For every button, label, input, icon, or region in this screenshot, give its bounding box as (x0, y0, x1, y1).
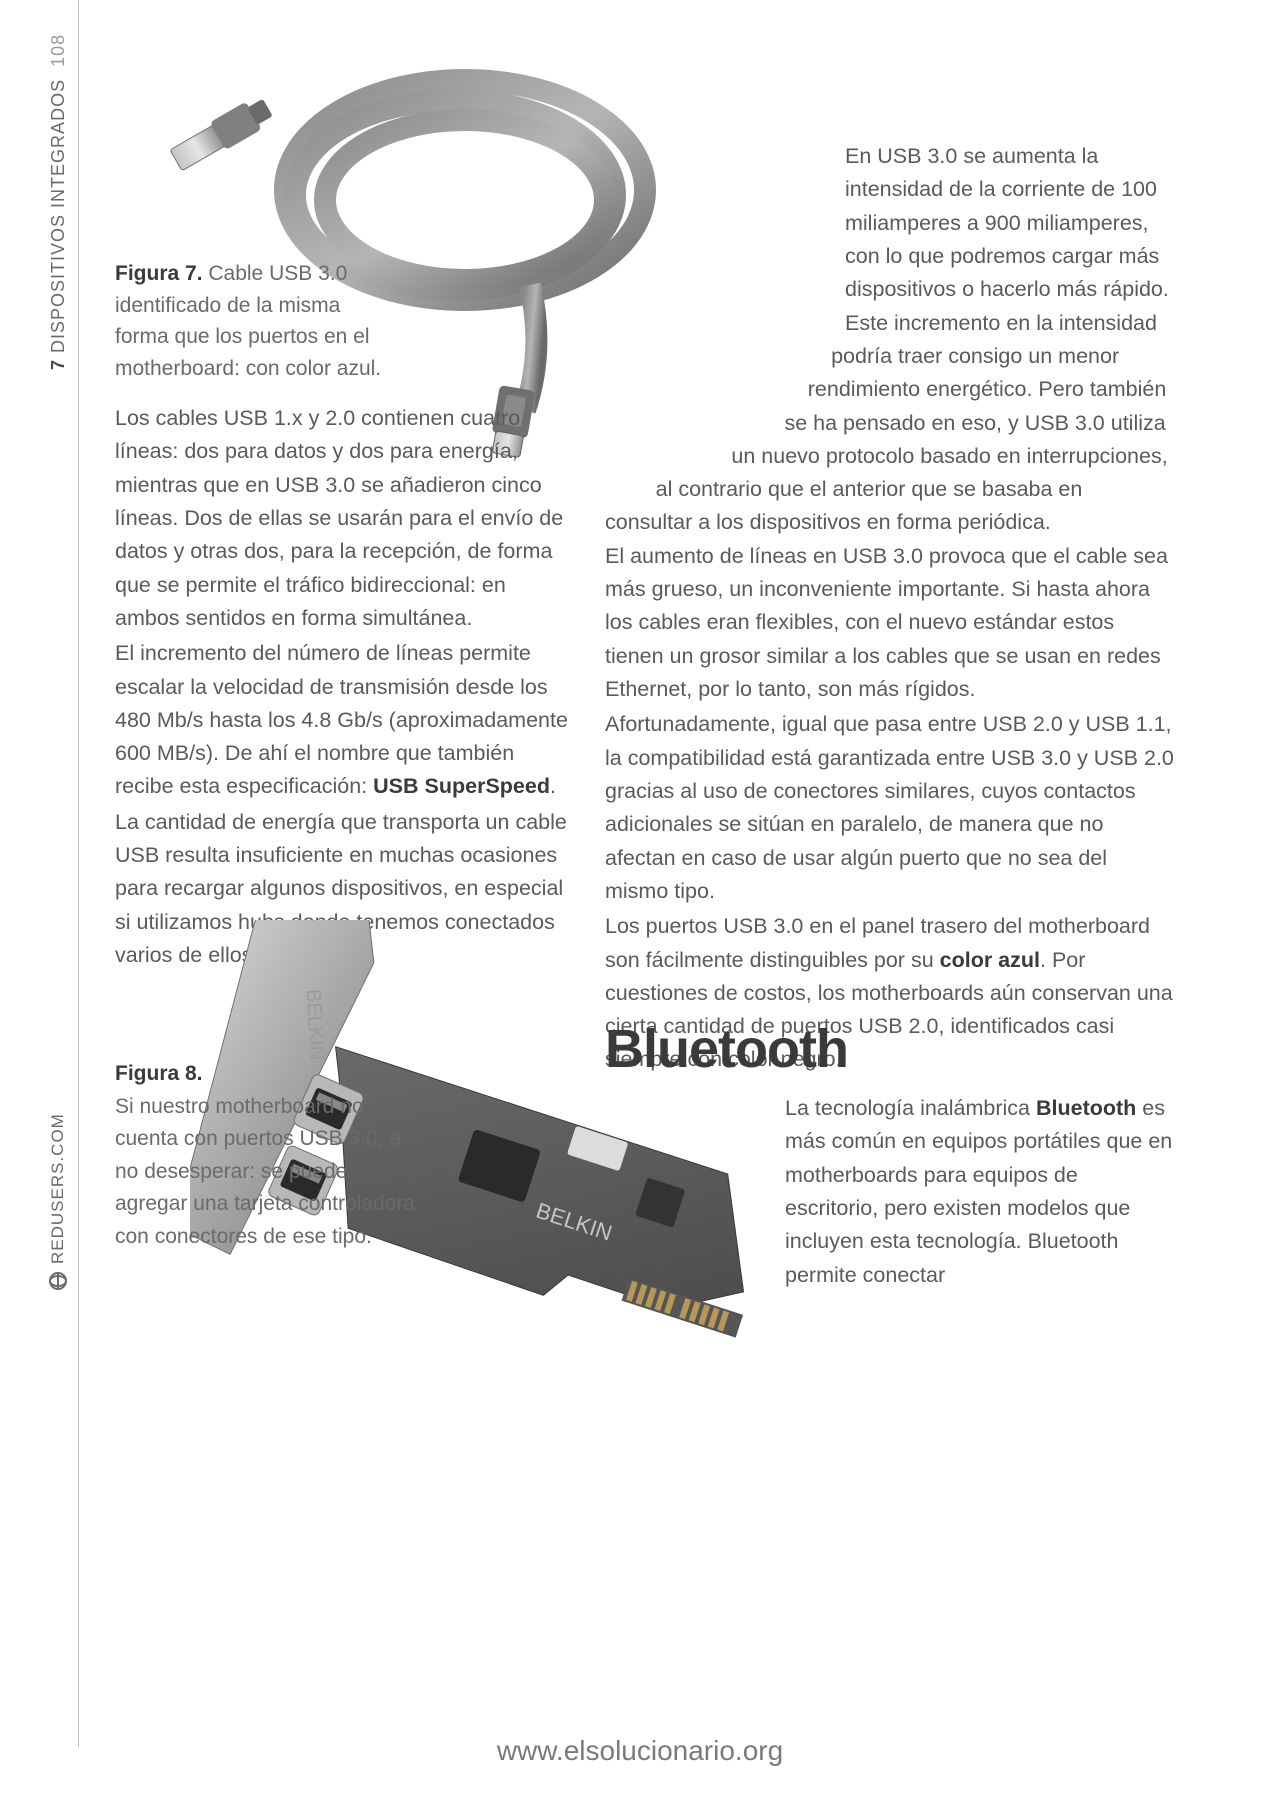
figure7-label: Figura 7. (115, 262, 203, 285)
figure8-caption: Figura 8. Si nuestro motherboard no cuen… (115, 1058, 425, 1253)
left-p1: Los cables USB 1.x y 2.0 contienen cuatr… (115, 402, 575, 635)
right-p3: El aumento de líneas en USB 3.0 provoca … (605, 540, 1175, 707)
bt-text-wrap-shape (605, 1092, 785, 1322)
figure7-caption: Figura 7. Cable USB 3.0 identificado de … (115, 258, 395, 384)
left-p2: El incremento del número de líneas permi… (115, 637, 575, 804)
footer-url: www.elsolucionario.org (0, 1735, 1280, 1767)
right-p1: En USB 3.0 se aumenta la intensidad de l… (845, 144, 1169, 301)
svg-text:BELKIN: BELKIN (302, 989, 328, 1061)
bluetooth-body: La tecnología inalámbrica Bluetooth es m… (605, 1092, 1175, 1292)
text-wrap-shape (605, 140, 845, 490)
bluetooth-section: Bluetooth La tecnología inalámbrica Blue… (605, 1018, 1175, 1322)
bluetooth-heading: Bluetooth (605, 1018, 1175, 1080)
figure8-label: Figura 8. (115, 1058, 425, 1091)
figure8-text: Si nuestro motherboard no cuenta con pue… (115, 1091, 425, 1254)
right-p4: Afortunadamente, igual que pasa entre US… (605, 708, 1175, 908)
left-column: Los cables USB 1.x y 2.0 contienen cuatr… (115, 402, 575, 974)
